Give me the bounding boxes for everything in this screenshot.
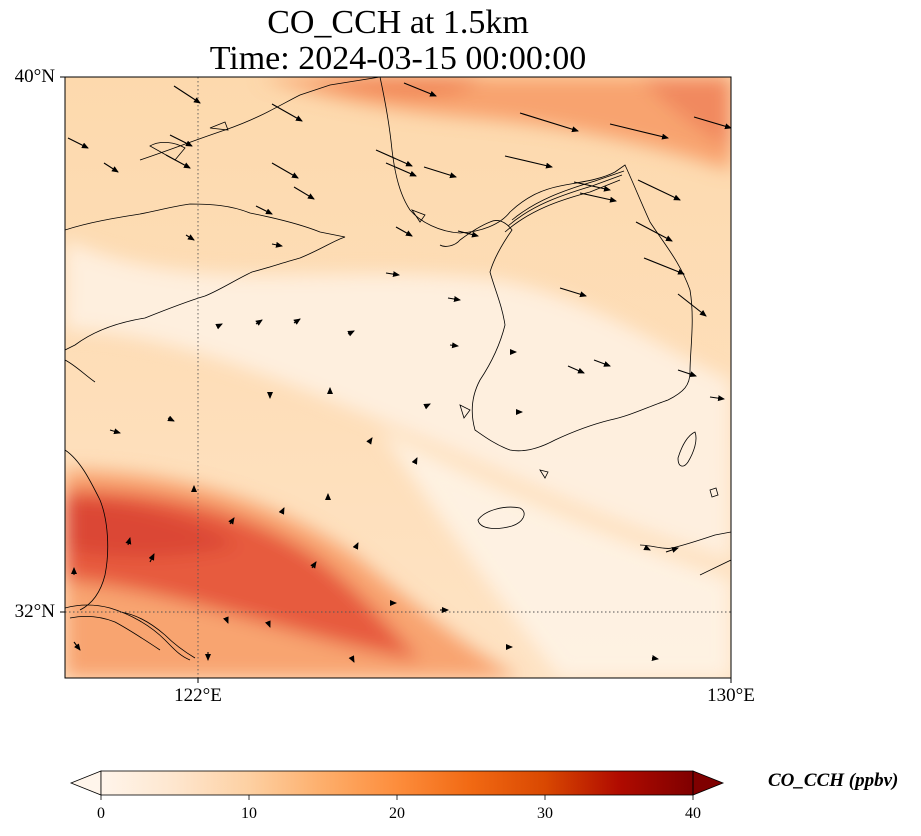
wind-arrow xyxy=(278,507,285,515)
wind-vectors xyxy=(67,82,731,663)
wind-arrow xyxy=(573,181,611,192)
wind-arrow xyxy=(215,323,223,330)
wind-arrow xyxy=(403,82,437,97)
wind-arrow xyxy=(643,544,651,551)
wind-arrow xyxy=(165,154,191,169)
map-plot xyxy=(60,76,732,683)
wind-arrow xyxy=(677,293,707,317)
wind-arrow xyxy=(67,137,89,149)
lon-label-130e: 130°E xyxy=(707,685,755,706)
wind-arrow xyxy=(643,257,685,275)
coastlines xyxy=(65,77,731,661)
wind-arrow xyxy=(665,547,679,553)
lon-label-122e: 122°E xyxy=(174,685,222,706)
wind-arrow xyxy=(567,365,585,374)
wind-arrow xyxy=(103,162,119,173)
wind-arrow xyxy=(293,318,301,325)
gridlines xyxy=(65,77,731,678)
wind-arrow xyxy=(411,457,418,465)
wind-arrow xyxy=(169,134,193,147)
wind-arrow xyxy=(637,179,681,201)
wind-arrow xyxy=(423,166,457,179)
lat-label-40n: 40°N xyxy=(14,66,55,87)
wind-arrow xyxy=(635,221,673,242)
wind-arrow xyxy=(167,415,175,422)
wind-arrow xyxy=(709,395,725,402)
wind-arrow xyxy=(677,369,697,377)
wind-arrow xyxy=(73,641,81,651)
wind-arrow xyxy=(264,620,271,628)
wind-arrow xyxy=(222,616,229,624)
wind-arrow xyxy=(228,517,235,525)
wind-arrow xyxy=(348,655,355,663)
wind-arrow xyxy=(693,116,731,130)
wind-arrow xyxy=(352,542,359,550)
colorbar-high-extend xyxy=(692,770,725,796)
colorbar-tick-10: 10 xyxy=(241,805,257,822)
wind-arrow xyxy=(609,123,669,140)
colorbar xyxy=(69,770,725,800)
wind-arrow xyxy=(148,553,155,563)
colorbar-tick-0: 0 xyxy=(97,805,105,822)
wind-arrow xyxy=(651,655,659,661)
wind-arrow xyxy=(519,112,579,133)
wind-arrow xyxy=(347,330,355,337)
map-time-subtitle: Time: 2024-03-15 00:00:00 xyxy=(209,40,587,77)
wind-arrow xyxy=(395,226,413,237)
wind-arrow xyxy=(447,296,461,302)
wind-arrow xyxy=(173,85,201,104)
wind-arrow xyxy=(457,230,479,238)
colorbar-tick-40: 40 xyxy=(685,805,701,822)
co-concentration-field xyxy=(65,77,731,678)
map-title: CO_CCH at 1.5km xyxy=(267,4,529,41)
colorbar-label: CO_CCH (ppbv) xyxy=(768,770,899,791)
colorbar-gradient xyxy=(101,771,693,795)
wind-arrow xyxy=(271,103,303,122)
wind-arrow xyxy=(385,162,417,177)
wind-arrow xyxy=(375,149,413,167)
wind-arrow xyxy=(255,319,263,326)
colorbar-low-extend xyxy=(69,770,102,796)
wind-arrow xyxy=(366,437,373,445)
wind-arrow xyxy=(579,192,617,203)
wind-arrow xyxy=(449,342,459,349)
wind-arrow xyxy=(125,537,132,546)
wind-arrow xyxy=(504,155,553,169)
wind-arrow xyxy=(255,205,273,215)
wind-arrow xyxy=(559,287,587,298)
wind-arrow xyxy=(423,403,431,410)
wind-arrow xyxy=(293,186,315,200)
colorbar-tick-20: 20 xyxy=(389,805,405,822)
wind-arrow xyxy=(385,271,400,278)
wind-arrow xyxy=(593,359,611,367)
map-frame xyxy=(64,76,732,679)
colorbar-tick-30: 30 xyxy=(537,805,553,822)
lat-label-32n: 32°N xyxy=(14,601,55,622)
wind-arrow xyxy=(271,162,299,179)
wind-arrow xyxy=(185,234,195,241)
wind-arrow xyxy=(109,428,121,435)
wind-arrow xyxy=(271,241,283,248)
wind-arrow xyxy=(310,561,317,569)
